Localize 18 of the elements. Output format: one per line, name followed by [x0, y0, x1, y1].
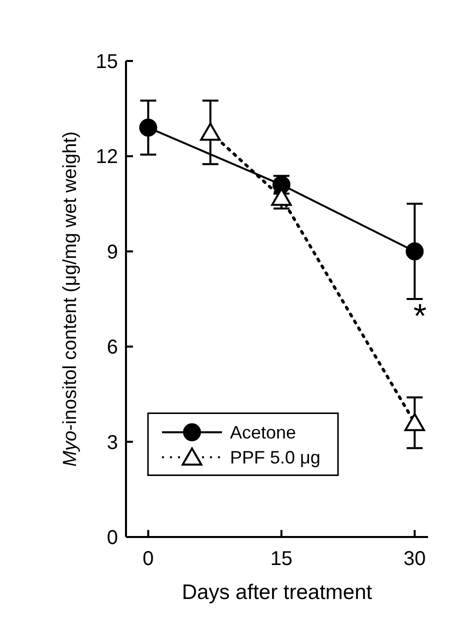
y-axis-title: Myo-inositol content (μg/mg wet weight): [60, 131, 81, 467]
point: [406, 242, 424, 260]
y-tick-label: 6: [106, 336, 118, 359]
annotation: *: [413, 298, 427, 336]
legend-label: PPF 5.0 μg: [230, 448, 320, 468]
legend-label: Acetone: [230, 422, 296, 443]
x-tick-label: 15: [270, 548, 293, 570]
x-tick-label: 0: [142, 548, 154, 570]
point: [139, 118, 158, 137]
y-tick-label: 9: [106, 241, 118, 264]
point: [404, 413, 425, 432]
x-tick-label: 30: [404, 548, 426, 570]
point: [200, 122, 221, 141]
x-axis-title: Days after treatment: [182, 581, 372, 604]
y-tick-label: 15: [96, 51, 118, 73]
y-tick-label: 12: [96, 146, 118, 168]
y-tick-label: 0: [106, 527, 118, 549]
y-tick-label: 3: [106, 432, 118, 454]
